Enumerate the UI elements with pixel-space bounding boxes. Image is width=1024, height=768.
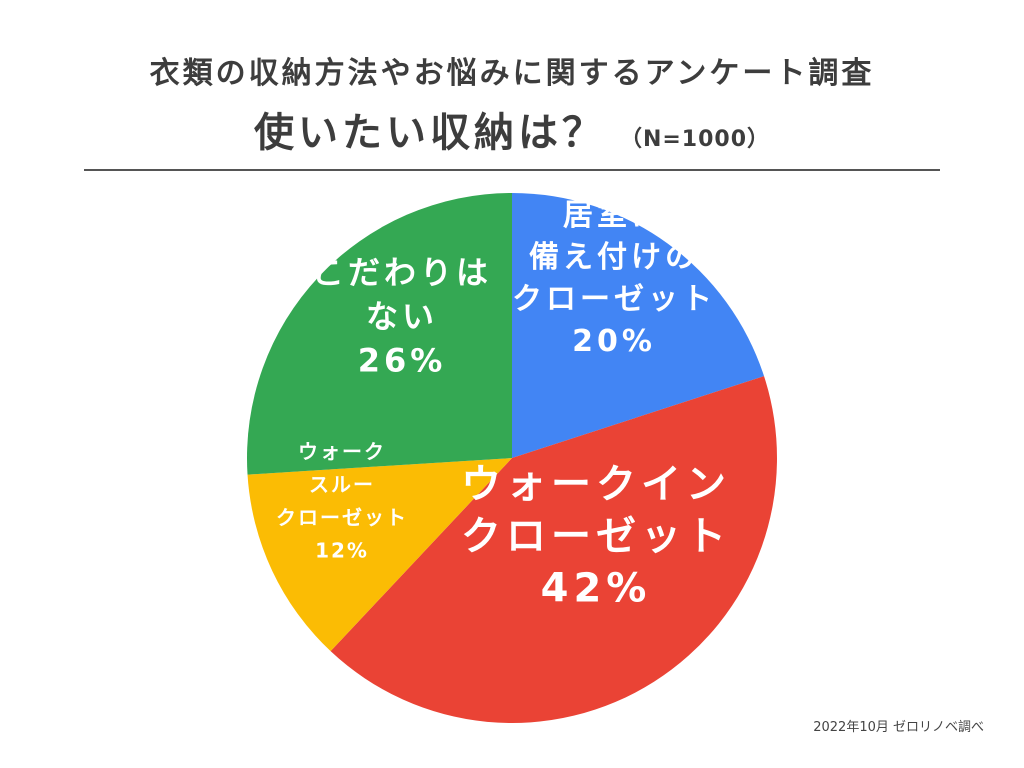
slice-label-line: 居室に — [563, 198, 665, 233]
slice-label-line: クローゼット — [276, 506, 408, 530]
question-title-row: 使いたい収納は？ （N=1000） — [0, 100, 1024, 158]
slice-label-line: 26% — [358, 342, 447, 380]
slice-label: 居室に備え付けのクローゼット 20% — [512, 198, 716, 359]
slice-label: ウォークインクローゼット 42% — [461, 461, 731, 611]
slice-label-line: ウォーク — [298, 440, 386, 464]
slice-label-line: ウォークイン — [461, 461, 731, 507]
pie-slice — [247, 458, 512, 652]
slice-label-line: こだわりは — [312, 254, 492, 292]
source-note: 2022年10月 ゼロリノベ調べ — [813, 720, 984, 735]
title-divider — [84, 169, 940, 171]
slice-label: ウォークスルークローゼット 12% — [276, 440, 408, 563]
sample-size: （N=1000） — [619, 127, 771, 152]
slice-label: こだわりはない 26% — [312, 254, 492, 380]
slice-label-line: 20% — [572, 324, 656, 359]
slice-label-line: ない — [366, 298, 438, 336]
survey-title: 衣類の収納方法やお悩みに関するアンケート調査 — [149, 56, 875, 91]
pie-slice — [247, 193, 512, 475]
slice-label-line: 42% — [541, 565, 652, 611]
slice-label-line: 備え付けの — [529, 240, 699, 275]
slice-label-line: 12% — [315, 539, 369, 563]
slice-label-line: クローゼット — [461, 513, 731, 559]
slice-label-line: スルー — [309, 473, 375, 497]
question-title: 使いたい収納は？ — [253, 110, 606, 156]
pie-slice — [330, 376, 777, 724]
pie-slices — [247, 193, 777, 724]
pie-slice — [512, 193, 765, 458]
pie-labels: 居室に備え付けのクローゼット 20%ウォークインクローゼット 42%ウォークスルーク… — [276, 198, 731, 612]
slice-label-line: クローゼット — [512, 282, 716, 317]
